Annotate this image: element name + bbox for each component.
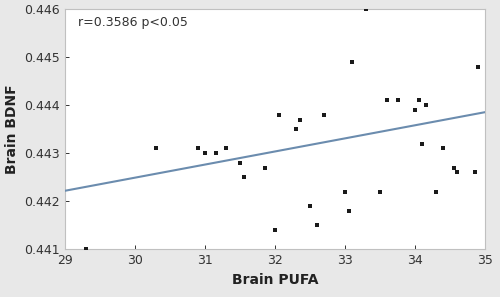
Point	[453, 170, 461, 175]
Point	[439, 146, 447, 151]
Point	[320, 112, 328, 117]
Point	[432, 189, 440, 194]
Point	[222, 146, 230, 151]
Point	[82, 247, 90, 252]
Point	[376, 189, 384, 194]
Point	[201, 151, 209, 156]
X-axis label: Brain PUFA: Brain PUFA	[232, 273, 318, 287]
Point	[422, 103, 430, 108]
Text: r=0.3586 p<0.05: r=0.3586 p<0.05	[78, 16, 188, 29]
Point	[394, 98, 402, 103]
Point	[474, 64, 482, 69]
Point	[414, 98, 422, 103]
Point	[411, 108, 419, 112]
Point	[418, 141, 426, 146]
Point	[306, 204, 314, 208]
Point	[296, 117, 304, 122]
Y-axis label: Brain BDNF: Brain BDNF	[5, 84, 19, 174]
Point	[341, 189, 349, 194]
Point	[450, 165, 458, 170]
Point	[292, 127, 300, 132]
Point	[348, 59, 356, 64]
Point	[470, 170, 478, 175]
Point	[240, 175, 248, 180]
Point	[313, 223, 321, 228]
Point	[152, 146, 160, 151]
Point	[362, 7, 370, 11]
Point	[271, 228, 279, 233]
Point	[212, 151, 220, 156]
Point	[260, 165, 268, 170]
Point	[194, 146, 202, 151]
Point	[274, 112, 282, 117]
Point	[236, 160, 244, 165]
Point	[344, 208, 352, 213]
Point	[383, 98, 391, 103]
